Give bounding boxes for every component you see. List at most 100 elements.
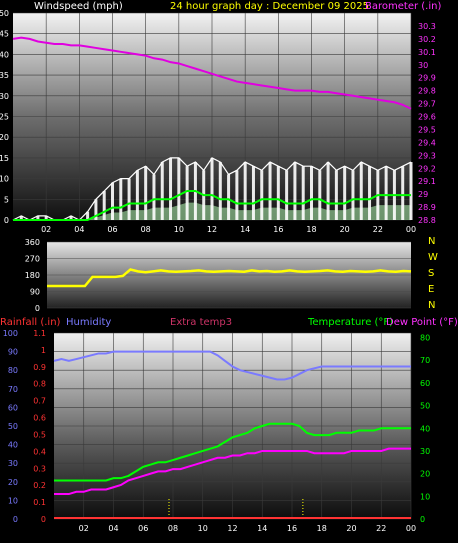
rainfall-tick-label: 0.7 [33, 397, 46, 406]
x-tick-label: 22 [373, 225, 383, 234]
humidity-tick-label: 30 [8, 459, 18, 468]
humidity-line [53, 350, 411, 381]
x-tick-label: 08 [141, 225, 151, 234]
direction-tick-label: 0 [35, 304, 40, 313]
dewpoint-axis-title: Dew Point (°F) [386, 317, 458, 328]
temperature-panel-grid [54, 332, 412, 520]
barometer-tick-label: 29.6 [418, 113, 436, 122]
wind-direction-series [47, 268, 412, 288]
wind-tick-label: 20 [0, 133, 9, 142]
x-tick-label: 12 [227, 524, 237, 533]
x-tick-label: 18 [317, 524, 327, 533]
direction-axis-ticks: 0 90 180 270 360 [25, 238, 40, 313]
dewpoint-line [54, 447, 411, 496]
direction-tick-label: 270 [25, 255, 40, 264]
barometer-tick-label: 29.9 [418, 74, 436, 83]
barometer-tick-label: 29.7 [418, 100, 436, 109]
compass-label: E [428, 284, 434, 295]
barometer-tick-label: 29.1 [418, 177, 436, 186]
temperature-tick-label: 0 [420, 515, 425, 524]
wind-tick-label: 0 [4, 216, 9, 225]
wind-tick-label: 45 [0, 30, 9, 39]
barometer-tick-label: 29 [418, 190, 428, 199]
barometer-tick-label: 29.5 [418, 125, 436, 134]
x-tick-label: 06 [107, 225, 117, 234]
humidity-tick-label: 20 [8, 478, 18, 487]
barometer-axis-title: Barometer (.in) [365, 1, 441, 12]
x-tick-label: 02 [41, 225, 51, 234]
wind-tick-label: 25 [0, 113, 9, 122]
wind-tick-label: 35 [0, 71, 9, 80]
barometer-tick-label: 30.3 [418, 22, 436, 31]
x-tick-label: 20 [340, 225, 350, 234]
humidity-tick-label: 0 [13, 515, 18, 524]
rainfall-tick-label: 0.3 [33, 464, 46, 473]
x-tick-label: 16 [273, 225, 283, 234]
x-tick-label: 08 [168, 524, 178, 533]
wind-tick-label: 5 [4, 195, 9, 204]
barometer-tick-label: 29.8 [418, 87, 436, 96]
rainfall-tick-label: 0.4 [33, 447, 46, 456]
wind-panel-x-ticks: 02 04 06 08 10 12 14 16 18 20 22 00 [41, 225, 416, 234]
rainfall-tick-label: 0.9 [33, 363, 46, 372]
x-tick-label: 14 [240, 225, 250, 234]
direction-tick-label: 90 [30, 288, 40, 297]
rainfall-axis-title: Rainfall (.in) [0, 317, 61, 328]
temperature-tick-label: 20 [420, 470, 430, 479]
barometer-series [12, 36, 412, 110]
barometer-line [12, 36, 412, 110]
humidity-series [53, 350, 411, 381]
x-tick-label: 16 [287, 524, 297, 533]
dewpoint-series [54, 447, 411, 496]
rainfall-tick-label: 1 [41, 346, 46, 355]
x-tick-label: 10 [174, 225, 184, 234]
x-tick-label: 14 [257, 524, 267, 533]
humidity-tick-label: 40 [8, 441, 18, 450]
rainfall-tick-label: 0.8 [33, 380, 46, 389]
humidity-tick-label: 60 [8, 403, 18, 412]
x-tick-label: 18 [306, 225, 316, 234]
humidity-axis-ticks: 0 10 20 30 40 50 60 70 80 90 100 [3, 329, 18, 524]
wind-tick-label: 15 [0, 154, 9, 163]
temperature-tick-label: 40 [420, 424, 430, 433]
humidity-tick-label: 80 [8, 366, 18, 375]
temperature-tick-label: 10 [420, 492, 430, 501]
barometer-tick-label: 29.3 [418, 151, 436, 160]
x-tick-label: 00 [406, 225, 416, 234]
x-tick-label: 00 [406, 524, 416, 533]
wind-direction-line [47, 268, 412, 288]
humidity-tick-label: 90 [8, 348, 18, 357]
wind-tick-label: 40 [0, 50, 9, 59]
barometer-tick-label: 28.8 [418, 216, 436, 225]
marker-lines [168, 499, 304, 519]
rainfall-tick-label: 0.2 [33, 481, 46, 490]
rainfall-tick-label: 0.1 [33, 498, 46, 507]
wind-axis-title: Windspeed (mph) [34, 1, 123, 12]
rainfall-axis-ticks: 0 0.1 0.2 0.3 0.4 0.5 0.6 0.7 0.8 0.9 1 1.1 [33, 329, 46, 524]
rainfall-tick-label: 0.5 [33, 430, 46, 439]
compass-label: S [428, 268, 434, 279]
temperature-tick-label: 70 [420, 356, 430, 365]
wind-tick-label: 10 [0, 175, 9, 184]
x-tick-label: 04 [74, 225, 84, 234]
barometer-tick-label: 30 [418, 61, 428, 70]
x-tick-label: 04 [108, 524, 118, 533]
x-tick-label: 06 [138, 524, 148, 533]
compass-label: W [428, 252, 438, 263]
barometer-tick-label: 29.4 [418, 138, 436, 147]
barometer-tick-label: 30.2 [418, 35, 436, 44]
humidity-tick-label: 70 [8, 385, 18, 394]
x-tick-label: 02 [79, 524, 89, 533]
barometer-tick-label: 29.2 [418, 164, 436, 173]
x-tick-label: 12 [207, 225, 217, 234]
humidity-tick-label: 50 [8, 422, 18, 431]
barometer-tick-label: 30.1 [418, 48, 436, 57]
x-tick-label: 20 [346, 524, 356, 533]
x-tick-label: 22 [376, 524, 386, 533]
graph-title: 24 hour graph day : December 09 2025 [170, 1, 369, 12]
direction-tick-label: 180 [25, 271, 40, 280]
humidity-axis-title: Humidity [66, 317, 111, 328]
compass-label: N [428, 236, 435, 247]
temperature-series [54, 422, 411, 482]
